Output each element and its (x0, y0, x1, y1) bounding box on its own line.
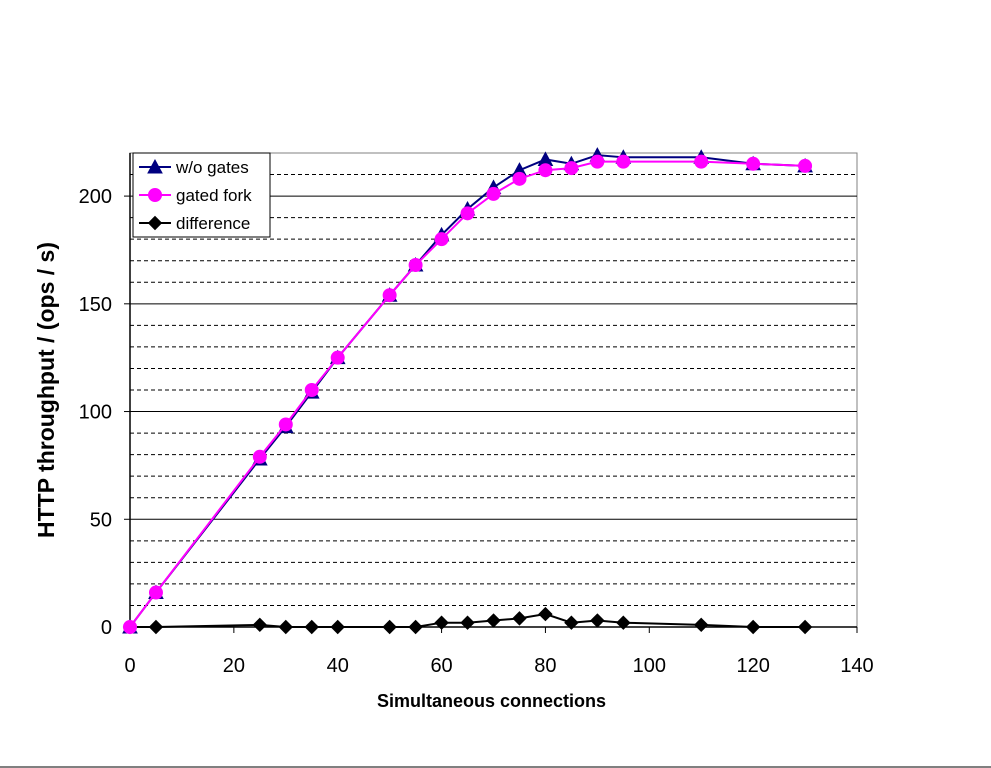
data-point-difference (694, 617, 709, 633)
data-point-gated-fork (278, 417, 293, 432)
x-tick-label: 80 (534, 655, 556, 677)
x-tick-label: 100 (633, 655, 666, 677)
data-point-difference (382, 619, 397, 635)
legend: w/o gates gated fork difference (132, 152, 271, 238)
data-point-difference (252, 617, 268, 633)
data-point-gated-fork (123, 620, 137, 634)
data-point-gated-fork (486, 186, 501, 201)
y-axis-ticks: 0 50 100 150 200 (79, 186, 130, 639)
series-gated-fork (123, 154, 813, 634)
y-tick-label: 50 (90, 509, 112, 531)
x-tick-label: 0 (124, 655, 135, 677)
data-point-gated-fork (746, 156, 761, 171)
x-tick-label: 60 (430, 655, 452, 677)
data-point-difference (330, 619, 345, 635)
data-point-difference (538, 606, 553, 622)
data-point-gated-fork (538, 163, 553, 178)
data-point-gated-fork (304, 383, 319, 397)
data-point-gated-fork (252, 449, 267, 464)
data-point-difference (616, 615, 631, 630)
data-point-difference (304, 619, 319, 635)
x-tick-label: 140 (840, 655, 873, 677)
legend-label-gated-fork: gated fork (176, 186, 252, 205)
data-point-gated-fork (564, 161, 579, 176)
data-point-gated-fork (798, 158, 813, 173)
data-point-difference (745, 619, 761, 635)
data-point-gated-fork (694, 154, 709, 169)
data-point-gated-fork (512, 171, 527, 186)
x-axis-title: Simultaneous connections (377, 691, 606, 711)
data-point-difference (460, 615, 475, 630)
y-tick-label: 150 (79, 294, 112, 316)
data-point-difference (512, 611, 527, 626)
data-point-gated-fork (434, 232, 449, 247)
x-axis-ticks: 0 20 40 60 80 100 120 140 (124, 627, 874, 677)
data-point-gated-fork (382, 288, 397, 303)
legend-marker-gated-fork (148, 188, 162, 202)
data-point-difference (148, 619, 164, 635)
data-point-difference (564, 615, 579, 630)
legend-marker-w-o-gates (147, 158, 163, 174)
y-tick-label: 100 (79, 402, 112, 424)
data-point-gated-fork (148, 585, 163, 600)
x-tick-label: 120 (736, 655, 769, 677)
data-point-gated-fork (590, 154, 605, 169)
data-point-gated-fork (616, 154, 631, 169)
y-tick-label: 200 (79, 186, 112, 208)
data-point-difference (434, 615, 449, 630)
data-point-gated-fork (330, 350, 345, 365)
legend-marker-difference (147, 215, 163, 231)
series-layer (122, 147, 813, 635)
x-tick-label: 20 (223, 655, 245, 677)
y-axis-title: HTTP throughput / (ops / s) (33, 242, 59, 538)
legend-label-difference: difference (176, 214, 250, 233)
data-point-difference (486, 613, 501, 628)
data-point-difference (278, 619, 293, 635)
y-tick-label: 0 (101, 617, 112, 639)
data-point-gated-fork (460, 206, 475, 221)
x-tick-label: 40 (327, 655, 349, 677)
data-point-gated-fork (408, 258, 423, 273)
legend-label-w-o-gates: w/o gates (175, 158, 249, 177)
data-point-difference (590, 613, 605, 628)
data-point-difference (797, 619, 813, 635)
data-point-difference (408, 619, 423, 635)
